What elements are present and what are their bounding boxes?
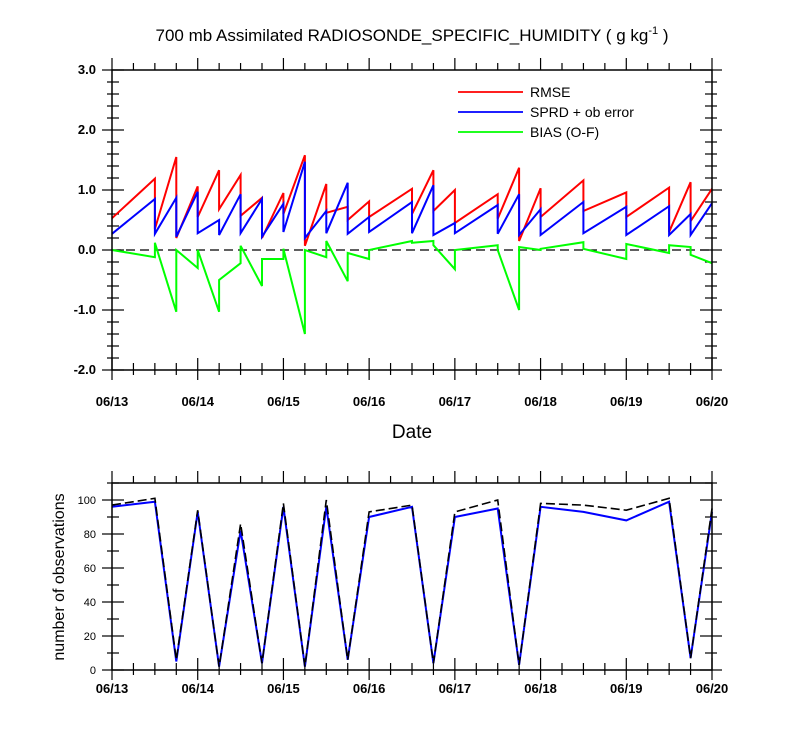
x-tick-label: 06/13 xyxy=(96,681,129,696)
x-tick-label: 06/20 xyxy=(696,394,729,409)
y-tick-label: 100 xyxy=(78,495,96,507)
x-tick-label: 06/18 xyxy=(524,394,557,409)
x-tick-label: 06/16 xyxy=(353,394,386,409)
x-tick-label: 06/14 xyxy=(181,394,214,409)
y-tick-label: 2.0 xyxy=(78,122,96,137)
top-panel: -2.0-1.00.01.02.03.0 06/13 06/14 06/15 06/1… xyxy=(74,58,729,443)
top-y-tick-labels: -2.0 -1.0 0.0 1.0 2.0 3.0 xyxy=(74,62,96,377)
top-minor-ticks xyxy=(102,58,722,380)
series-line-bias-o-f xyxy=(111,239,713,335)
bottom-minor-ticks xyxy=(102,471,722,680)
x-tick-label: 06/18 xyxy=(524,681,557,696)
top-plot-frame xyxy=(111,69,713,371)
legend-label-bias: BIAS (O-F) xyxy=(530,124,599,140)
top-series-group xyxy=(111,154,713,335)
x-tick-label: 06/17 xyxy=(439,681,472,696)
y-tick-label: 20 xyxy=(84,631,96,643)
series-line-observations-possible xyxy=(111,497,713,667)
series-line-sprd-ob-error xyxy=(111,161,713,241)
legend-label-rmse: RMSE xyxy=(530,84,570,100)
x-tick-label: 06/14 xyxy=(181,681,214,696)
bottom-y-tick-labels: 0 20 40 60 80 100 xyxy=(78,495,96,677)
y-tick-label: 0 xyxy=(90,665,96,677)
x-tick-label: 06/15 xyxy=(267,394,300,409)
chart-title-main: 700 mb Assimilated RADIOSONDE_SPECIFIC_H… xyxy=(156,26,649,45)
chart-title-superscript: -1 xyxy=(648,25,658,37)
series-line-observations-used xyxy=(111,500,713,667)
legend-label-sprd: SPRD + ob error xyxy=(530,104,634,120)
x-axis-label: Date xyxy=(392,422,432,443)
y-axis-label-observations: number of observations xyxy=(51,493,68,660)
y-tick-label: 60 xyxy=(84,563,96,575)
y-tick-label: 40 xyxy=(84,597,96,609)
y-tick-label: -2.0 xyxy=(74,362,96,377)
y-tick-label: 0.0 xyxy=(78,242,96,257)
bottom-x-tick-labels: 06/13 06/14 06/15 06/16 06/17 06/18 06/19 06/20 xyxy=(96,681,729,696)
x-tick-label: 06/17 xyxy=(439,394,472,409)
chart-title-end: ) xyxy=(658,26,668,45)
chart-title: 700 mb Assimilated RADIOSONDE_SPECIFIC_H… xyxy=(156,25,669,45)
bottom-series-group xyxy=(111,497,713,667)
x-tick-label: 06/19 xyxy=(610,394,643,409)
y-tick-label: -1.0 xyxy=(74,302,96,317)
x-tick-label: 06/13 xyxy=(96,394,129,409)
y-tick-label: 3.0 xyxy=(78,62,96,77)
bottom-plot-frame xyxy=(111,482,713,671)
x-tick-label: 06/15 xyxy=(267,681,300,696)
top-x-tick-labels: 06/13 06/14 06/15 06/16 06/17 06/18 06/19 06/20 xyxy=(96,394,729,409)
y-tick-label: 80 xyxy=(84,529,96,541)
x-tick-label: 06/19 xyxy=(610,681,643,696)
legend: RMSE SPRD + ob error BIAS (O-F) xyxy=(458,84,634,140)
x-tick-label: 06/20 xyxy=(696,681,729,696)
x-tick-label: 06/16 xyxy=(353,681,386,696)
y-tick-label: 1.0 xyxy=(78,182,96,197)
